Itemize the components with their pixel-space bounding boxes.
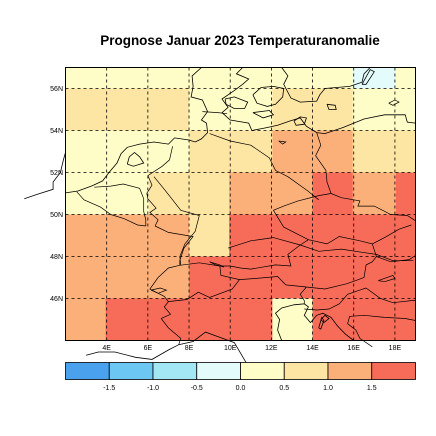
anomaly-cell <box>65 130 106 173</box>
latitude-label: 48N <box>50 254 63 261</box>
anomaly-cell <box>272 67 313 89</box>
anomaly-cell <box>65 298 106 341</box>
anomaly-cell <box>395 67 416 89</box>
anomaly-cell <box>229 298 273 341</box>
anomaly-cell <box>352 298 397 341</box>
colorbar-label: 1.5 <box>367 385 377 392</box>
anomaly-cell <box>189 172 230 215</box>
colorbar-label: -1.5 <box>103 385 115 392</box>
lat-lon-grid <box>65 67 416 341</box>
anomaly-cell <box>312 172 354 215</box>
latitude-label: 46N <box>50 296 63 303</box>
anomaly-cell <box>229 214 273 257</box>
latitude-label: 50N <box>50 212 63 219</box>
anomaly-cell <box>105 172 150 215</box>
anomaly-cell <box>229 67 273 89</box>
anomaly-cell <box>65 88 106 131</box>
colorbar-swatch <box>327 362 373 380</box>
anomaly-cell <box>229 88 273 131</box>
anomaly-cell <box>105 67 150 89</box>
country-borders <box>76 99 416 348</box>
anomaly-cell <box>189 67 230 89</box>
map-title: Prognose Januar 2023 Temperaturanomalie <box>100 33 380 48</box>
anomaly-cell <box>352 130 397 173</box>
anomaly-cell <box>312 67 354 89</box>
anomaly-cell <box>352 88 397 131</box>
colorbar-label: 0.5 <box>279 385 289 392</box>
colorbar-swatch <box>65 362 110 380</box>
anomaly-cell <box>395 298 416 341</box>
anomaly-cell <box>148 88 190 131</box>
longitude-label: 6E <box>144 345 153 352</box>
anomaly-cell <box>148 67 190 89</box>
colorbar-swatch <box>240 362 285 380</box>
anomaly-cell <box>189 88 230 131</box>
latitude-label: 52N <box>50 170 63 177</box>
colorbar <box>65 362 416 380</box>
latitude-label: 56N <box>50 86 63 93</box>
anomaly-cell <box>229 172 273 215</box>
colorbar-swatch <box>371 362 416 380</box>
longitude-label: 12E <box>265 345 278 352</box>
anomaly-cell <box>395 130 416 173</box>
colorbar-swatch <box>108 362 154 380</box>
anomaly-cell <box>272 214 313 257</box>
anomaly-cell <box>65 67 106 89</box>
anomaly-cell <box>352 67 397 89</box>
longitude-label: 10E <box>224 345 237 352</box>
latitude-label: 54N <box>50 128 63 135</box>
longitude-label: 14E <box>306 345 319 352</box>
colorbar-label: -0.5 <box>191 385 203 392</box>
anomaly-cell <box>312 214 354 257</box>
anomaly-cells <box>65 67 416 341</box>
anomaly-cell <box>395 214 416 257</box>
anomaly-cell <box>148 130 190 173</box>
longitude-tick-labels: 4E 6E 8E 10E 12E 14E 16E 18E <box>102 345 401 352</box>
longitude-label: 4E <box>102 345 111 352</box>
anomaly-cell <box>189 298 230 341</box>
anomaly-cell <box>189 130 230 173</box>
anomaly-cell <box>65 256 106 299</box>
latitude-tick-labels: 56N 54N 52N 50N 48N 46N <box>50 86 63 303</box>
anomaly-cell <box>395 172 416 215</box>
colorbar-swatch <box>152 362 198 380</box>
colorbar-labels: -1.5 -1.0 -0.5 0.0 0.5 1.0 1.5 <box>103 385 377 392</box>
colorbar-label: -1.0 <box>147 385 159 392</box>
colorbar-swatch <box>283 362 329 380</box>
anomaly-cell <box>105 298 150 341</box>
anomaly-cell <box>395 256 416 299</box>
anomaly-cell <box>148 172 190 215</box>
anomaly-cell <box>272 130 313 173</box>
map-frame <box>65 67 416 341</box>
anomaly-cell <box>395 88 416 131</box>
colorbar-label: 1.0 <box>323 385 333 392</box>
anomaly-cell <box>105 130 150 173</box>
colorbar-label: 0.0 <box>236 385 246 392</box>
anomaly-cell <box>65 214 106 257</box>
longitude-label: 8E <box>185 345 194 352</box>
anomaly-cell <box>312 256 354 299</box>
anomaly-cell <box>105 88 150 131</box>
anomaly-cell <box>312 130 354 173</box>
anomaly-cell <box>148 256 190 299</box>
colorbar-swatch <box>196 362 241 380</box>
anomaly-cell <box>352 256 397 299</box>
anomaly-cell <box>352 172 397 215</box>
anomaly-cell <box>189 214 230 257</box>
anomaly-cell <box>105 256 150 299</box>
anomaly-cell <box>65 172 106 215</box>
anomaly-cell <box>105 214 150 257</box>
anomaly-cell <box>229 130 273 173</box>
longitude-label: 18E <box>389 345 402 352</box>
longitude-label: 16E <box>348 345 361 352</box>
anomaly-cell <box>272 88 313 131</box>
anomaly-cell <box>148 298 190 341</box>
